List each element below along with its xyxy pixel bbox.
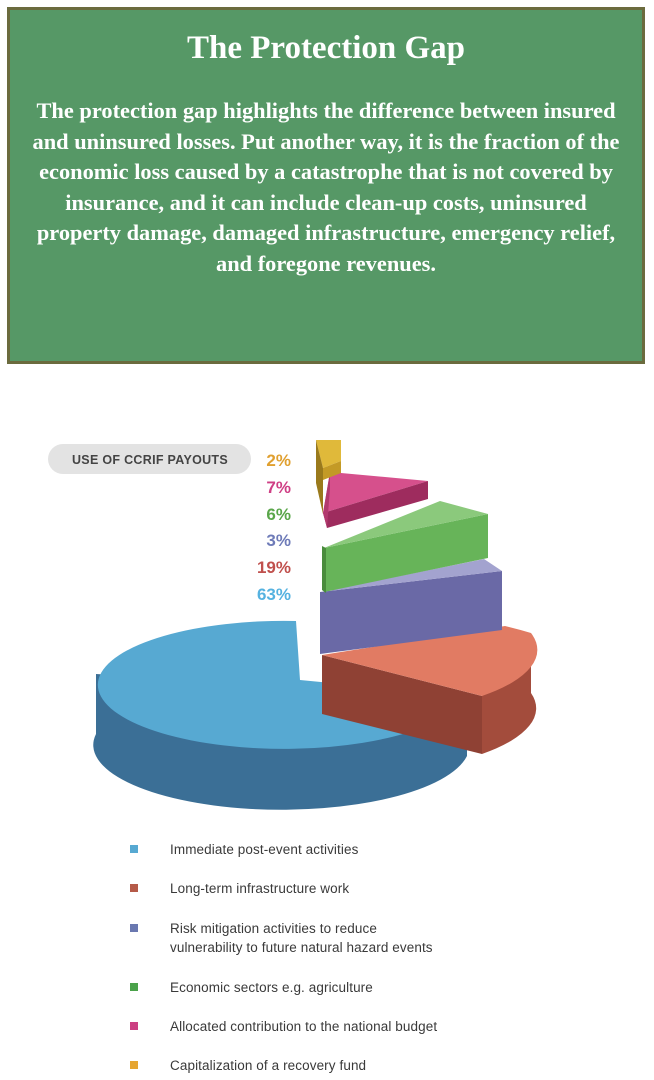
pie-slice-infrastructure-inner-side (322, 655, 482, 754)
legend-item-immediate: Immediate post-event activities (130, 840, 358, 859)
slice-value-label-immediate: 63% (257, 585, 291, 604)
protection-gap-banner: The Protection Gap The protection gap hi… (7, 7, 645, 364)
pie-slice-mitigation-top (320, 559, 502, 592)
pie-slice-economic-top (324, 501, 488, 548)
legend-item-mitigation: Risk mitigation activities to reduce vul… (130, 919, 433, 957)
pie-slice-economic-inner (322, 546, 326, 593)
pie-slice-budget-top (323, 472, 428, 513)
pie-slice-mitigation (320, 559, 502, 654)
legend-swatch (130, 983, 138, 991)
pie-slices (93, 440, 538, 810)
legend-label: Long-term infrastructure work (170, 881, 350, 896)
legend-item-budget: Allocated contribution to the national b… (130, 1017, 437, 1036)
legend-label: Allocated contribution to the national b… (170, 1019, 438, 1034)
chart-legend: Immediate post-event activities Long-ter… (0, 820, 654, 1080)
chart-title: USE OF CCRIF PAYOUTS (72, 453, 228, 467)
pie-slice-infrastructure-top (322, 626, 538, 696)
chart-title-pill-bg (48, 444, 251, 474)
banner-title: The Protection Gap (186, 30, 466, 66)
pie-slice-budget (323, 472, 428, 528)
pie-slice-infrastructure (322, 626, 538, 754)
pie-slice-economic-front (324, 514, 488, 592)
legend-label: Risk mitigation activities to reduce vul… (170, 921, 433, 955)
legend-label: Economic sectors e.g. agriculture (170, 980, 373, 995)
slice-value-label-economic: 6% (266, 505, 291, 524)
pie-chart: USE OF CCRIF PAYOUTS (48, 440, 538, 810)
pie-slice-budget-front (323, 481, 428, 528)
pie-slice-recovery-fund-front (316, 440, 323, 514)
legend-swatch (130, 924, 138, 932)
pie-value-labels: 2% 7% 6% 3% 19% 63% (257, 451, 291, 604)
pie-slice-recovery-fund-side (323, 461, 341, 480)
banner-body: The protection gap highlights the differ… (32, 98, 620, 276)
legend-swatch (130, 884, 138, 892)
legend-swatch (130, 1022, 138, 1030)
chart-title-pill: USE OF CCRIF PAYOUTS (48, 444, 251, 474)
pie-slice-economic (322, 501, 488, 593)
legend-swatch (130, 845, 138, 853)
pie-slice-recovery-fund-top (316, 440, 341, 468)
legend-label: Immediate post-event activities (170, 842, 359, 857)
slice-value-label-infrastructure: 19% (257, 558, 291, 577)
pie-slice-mitigation-front (320, 571, 502, 654)
legend-item-recovery-fund: Capitalization of a recovery fund (130, 1056, 366, 1075)
slice-value-label-budget: 7% (266, 478, 291, 497)
legend-item-infrastructure: Long-term infrastructure work (130, 879, 349, 898)
pie-slice-budget-inner (323, 472, 330, 528)
legend-swatch (130, 1061, 138, 1069)
legend-item-economic: Economic sectors e.g. agriculture (130, 978, 373, 997)
slice-value-label-mitigation: 3% (266, 531, 291, 550)
legend-label: Capitalization of a recovery fund (170, 1058, 367, 1073)
slice-value-label-recovery-fund: 2% (266, 451, 291, 470)
pie-slice-recovery-fund (316, 440, 341, 514)
